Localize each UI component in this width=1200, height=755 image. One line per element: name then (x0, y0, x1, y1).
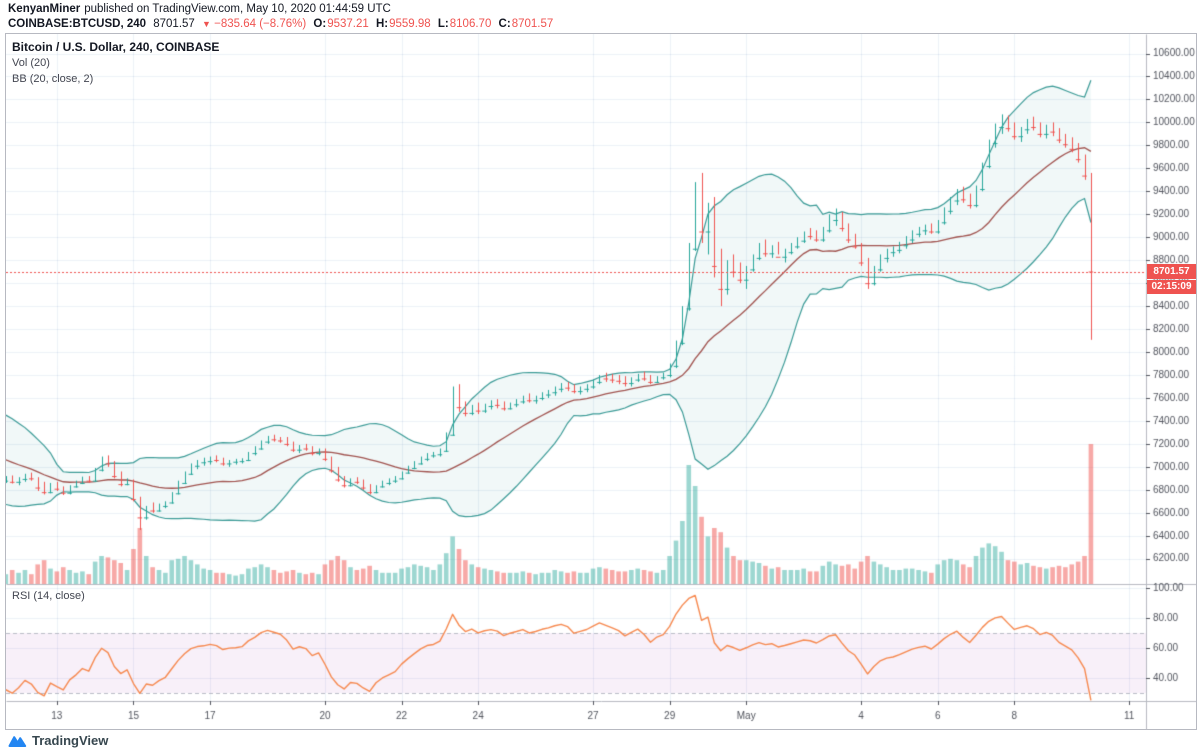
symbol-ohlc-line: COINBASE:BTCUSD, 240 8701.57 ▼ −835.64 (… (8, 17, 553, 32)
last-price-badge: 8701.57 (1147, 264, 1196, 279)
high-label: H: (375, 18, 389, 30)
tradingview-branding[interactable]: TradingView (8, 733, 108, 748)
author-name: KenyanMiner (8, 3, 81, 15)
chart-canvas[interactable] (6, 34, 1196, 729)
tradingview-wordmark: TradingView (32, 733, 109, 748)
open-label: O: (313, 18, 327, 30)
candle-countdown-badge: 02:15:09 (1147, 280, 1196, 294)
down-arrow-icon: ▼ (202, 19, 211, 29)
close-label: C: (498, 18, 511, 30)
tradingview-logo-icon (8, 736, 27, 747)
low-value: 8106.70 (449, 18, 492, 30)
publish-info-line: KenyanMiner published on TradingView.com,… (8, 2, 391, 17)
symbol-interval: COINBASE:BTCUSD, 240 (8, 18, 147, 30)
close-value: 8701.57 (511, 18, 554, 30)
chart-container: Bitcoin / U.S. Dollar, 240, COINBASE Vol… (5, 33, 1197, 730)
open-value: 9537.21 (327, 18, 369, 30)
last-price: 8701.57 (153, 18, 195, 30)
low-label: L: (437, 18, 449, 30)
price-change: −835.64 (−8.76%) (214, 18, 307, 30)
publish-details: published on TradingView.com, May 10, 20… (84, 3, 391, 15)
high-value: 9559.98 (389, 18, 431, 30)
